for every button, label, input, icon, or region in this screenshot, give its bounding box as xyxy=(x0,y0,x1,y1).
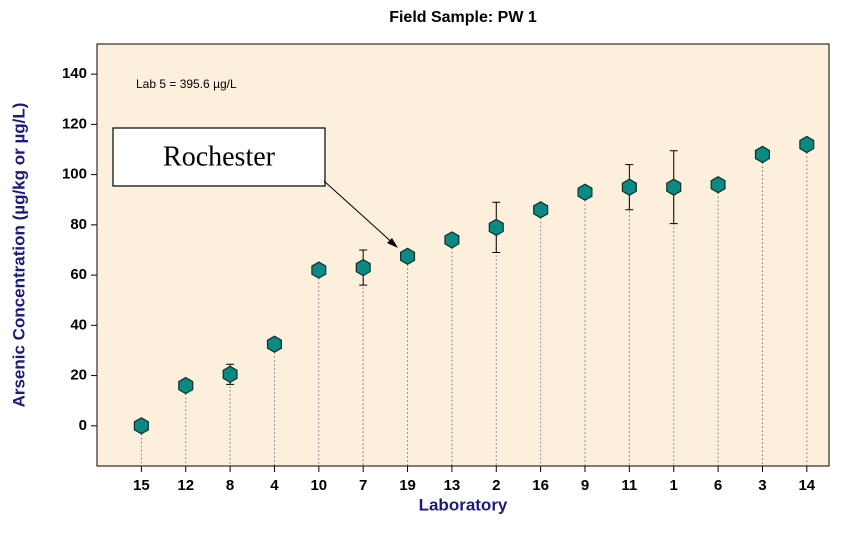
annotation: Lab 5 = 395.6 µg/L xyxy=(136,77,237,91)
x-tick-label: 13 xyxy=(444,477,461,494)
x-tick-label: 11 xyxy=(621,477,637,494)
point xyxy=(133,417,149,435)
point xyxy=(577,183,593,201)
point xyxy=(533,201,549,219)
plot-area xyxy=(96,43,830,467)
point xyxy=(400,247,416,265)
callout-arrow xyxy=(323,180,397,247)
point xyxy=(710,176,726,194)
x-tick-label: 9 xyxy=(581,477,589,494)
y-tick-label: 20 xyxy=(70,367,87,384)
x-tick-label: 4 xyxy=(270,477,279,494)
point xyxy=(266,335,282,353)
y-axis-title: Arsenic Concentration (µg/kg or µg/L) xyxy=(9,103,28,408)
x-tick-label: 12 xyxy=(177,477,194,494)
point xyxy=(621,178,637,196)
arrow-head xyxy=(387,238,398,248)
y-tick-label: 140 xyxy=(62,65,87,82)
x-tick-label: 6 xyxy=(714,477,722,494)
point xyxy=(666,178,682,196)
x-tick-label: 15 xyxy=(133,477,150,494)
x-tick-label: 7 xyxy=(359,477,367,494)
point xyxy=(178,376,194,395)
point xyxy=(444,231,460,249)
callout-text: Rochester xyxy=(163,141,276,172)
point xyxy=(311,261,327,279)
point xyxy=(799,135,815,154)
x-tick-label: 8 xyxy=(226,477,234,494)
y-tick-label: 40 xyxy=(70,316,87,333)
y-tick-label: 120 xyxy=(62,115,87,132)
y-tick-label: 0 xyxy=(79,417,87,434)
y-tick-label: 60 xyxy=(70,266,87,283)
y-tick-label: 80 xyxy=(70,216,87,233)
point xyxy=(754,145,771,164)
y-tick-label: 100 xyxy=(62,166,87,183)
x-tick-label: 1 xyxy=(670,477,678,494)
chart-title: Field Sample: PW 1 xyxy=(389,9,537,26)
x-tick-label: 14 xyxy=(798,477,815,494)
x-tick-label: 10 xyxy=(310,477,327,494)
point xyxy=(355,258,371,277)
callout-box xyxy=(112,127,326,187)
point xyxy=(222,365,238,383)
x-tick-label: 16 xyxy=(532,477,549,494)
x-tick-label: 19 xyxy=(399,477,416,494)
x-axis-title: Laboratory xyxy=(419,495,508,514)
point xyxy=(488,218,504,237)
x-tick-label: 2 xyxy=(492,477,500,494)
x-tick-label: 3 xyxy=(758,477,766,494)
